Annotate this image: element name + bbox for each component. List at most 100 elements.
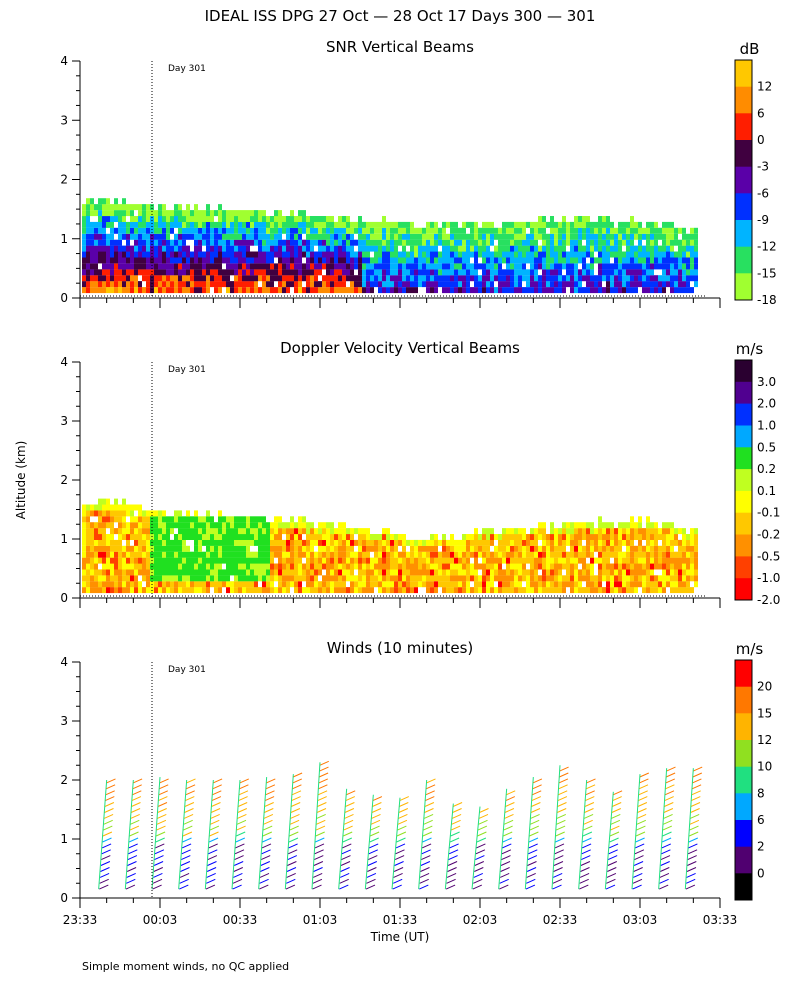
wind-barb — [425, 796, 435, 802]
heatmap-cell — [558, 581, 562, 588]
heatmap-cell — [130, 575, 134, 582]
heatmap-cell — [146, 551, 150, 558]
heatmap-cell — [534, 227, 538, 234]
heatmap-cell — [270, 587, 274, 594]
heatmap-cell — [166, 581, 170, 588]
heatmap-cell — [82, 221, 86, 228]
heatmap-cell — [610, 551, 614, 558]
heatmap-cell — [126, 563, 130, 570]
heatmap-cell — [486, 551, 490, 558]
heatmap-cell — [162, 510, 166, 517]
heatmap-cell — [298, 569, 302, 576]
heatmap-cell — [258, 287, 262, 294]
wind-barb — [423, 825, 433, 831]
heatmap-cell — [518, 221, 522, 228]
heatmap-cell — [618, 221, 622, 228]
heatmap-cell — [498, 233, 502, 240]
heatmap-cell — [162, 257, 166, 264]
heatmap-cell — [178, 563, 182, 570]
heatmap-cell — [338, 251, 342, 258]
heatmap-cell — [130, 245, 134, 252]
heatmap-cell — [682, 534, 686, 540]
heatmap-cell — [518, 587, 522, 594]
wind-barb — [612, 790, 623, 796]
heatmap-cell — [178, 257, 182, 264]
heatmap-cell — [242, 275, 246, 282]
heatmap-cell — [198, 587, 202, 594]
heatmap-cell — [586, 528, 590, 535]
colorbar-label: 20 — [757, 680, 772, 694]
heatmap-cell — [90, 281, 94, 288]
heatmap-cell — [686, 275, 690, 282]
heatmap-cell — [550, 257, 554, 264]
heatmap-cell — [390, 233, 394, 240]
heatmap-cell — [598, 575, 602, 582]
heatmap-cell — [174, 204, 178, 211]
heatmap-cell — [558, 551, 562, 558]
heatmap-cell — [466, 581, 470, 588]
heatmap-cell — [578, 522, 582, 529]
heatmap-cell — [582, 245, 586, 252]
heatmap-cell — [410, 281, 414, 288]
heatmap-cell — [694, 269, 698, 276]
heatmap-cell — [662, 569, 666, 576]
heatmap-cell — [154, 581, 158, 588]
heatmap-cell — [406, 227, 410, 234]
heatmap-cell — [86, 204, 90, 211]
wind-barb — [502, 837, 513, 843]
heatmap-cell — [162, 263, 166, 270]
heatmap-cell — [154, 269, 158, 276]
colorbar-swatch — [735, 381, 752, 405]
heatmap-cell — [442, 239, 446, 246]
heatmap-cell — [646, 545, 650, 552]
heatmap-cell — [518, 528, 522, 535]
heatmap-cell — [346, 557, 350, 564]
heatmap-cell — [682, 539, 686, 546]
heatmap-cell — [286, 216, 290, 222]
heatmap-cell — [326, 251, 330, 258]
heatmap-cell — [282, 221, 286, 228]
heatmap-cell — [598, 281, 602, 288]
heatmap-cell — [470, 233, 474, 240]
heatmap-cell — [378, 245, 382, 252]
heatmap-cell — [290, 522, 294, 529]
heatmap-cell — [646, 239, 650, 246]
heatmap-cell — [570, 269, 574, 276]
heatmap-cell — [194, 245, 198, 252]
heatmap-cell — [166, 233, 170, 240]
heatmap-cell — [342, 287, 346, 294]
heatmap-cell — [346, 233, 350, 240]
heatmap-cell — [194, 227, 198, 234]
heatmap-cell — [518, 545, 522, 552]
heatmap-cell — [258, 539, 262, 546]
heatmap-cell — [126, 239, 130, 246]
heatmap-cell — [434, 581, 438, 588]
heatmap-cell — [162, 545, 166, 552]
heatmap-cell — [274, 227, 278, 234]
heatmap-cell — [426, 257, 430, 264]
heatmap-cell — [630, 534, 634, 540]
heatmap-cell — [486, 245, 490, 252]
heatmap-cell — [518, 551, 522, 558]
heatmap-cell — [438, 581, 442, 588]
wind-barb — [691, 790, 701, 796]
heatmap-cell — [146, 251, 150, 258]
heatmap-cell — [310, 551, 314, 558]
heatmap-cell — [314, 575, 318, 582]
heatmap-cell — [378, 557, 382, 564]
heatmap-cell — [126, 245, 130, 252]
heatmap-cell — [530, 534, 534, 540]
heatmap-cell — [678, 227, 682, 234]
wind-barb — [638, 790, 648, 796]
heatmap-cell — [102, 245, 106, 252]
heatmap-cell — [210, 239, 214, 246]
heatmap-cell — [210, 575, 214, 582]
heatmap-cell — [254, 210, 258, 217]
heatmap-cell — [106, 522, 110, 529]
wind-barb — [559, 766, 569, 772]
heatmap-cell — [182, 569, 186, 576]
heatmap-cell — [614, 534, 618, 540]
heatmap-cell — [386, 528, 390, 535]
wind-barb — [449, 843, 459, 849]
heatmap-cell — [150, 221, 154, 228]
